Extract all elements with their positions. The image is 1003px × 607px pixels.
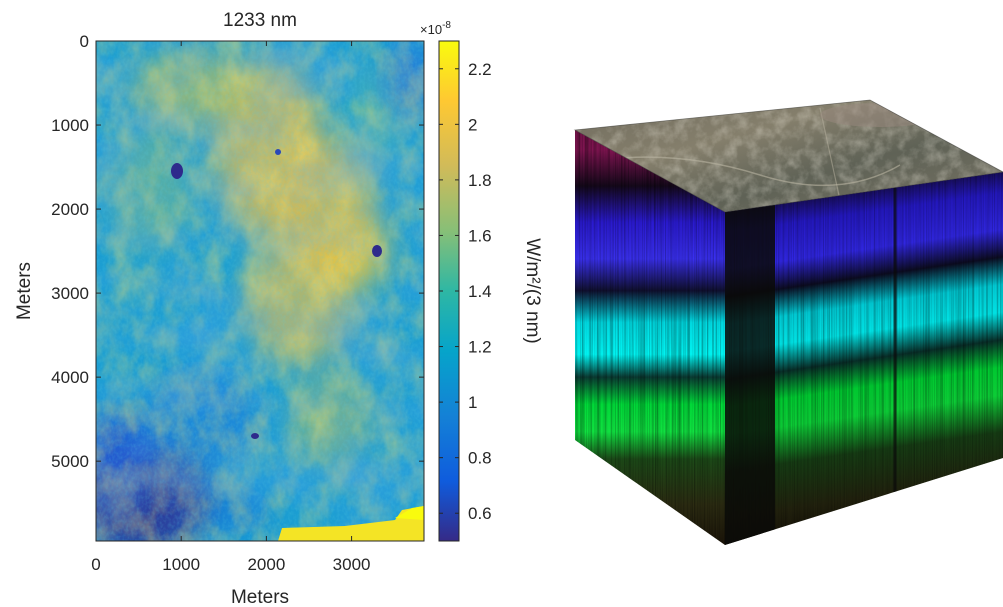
heatmap-dark-spots — [171, 149, 382, 439]
x-axis-label: Meters — [231, 587, 289, 607]
y-axis-label: Meters — [14, 262, 35, 320]
colorbar-label: W/m²/(3 nm) — [522, 238, 543, 344]
colorbar-tick-label: 1.6 — [468, 226, 492, 245]
heatmap-frame — [95, 40, 425, 542]
x-tick-label: 2000 — [247, 555, 285, 574]
y-tick-label: 4000 — [51, 368, 89, 387]
y-tick-label: 3000 — [51, 284, 89, 303]
y-tick-label: 5000 — [51, 452, 89, 471]
x-tick-label: 3000 — [333, 555, 371, 574]
y-axis-ticks: 0 1000 2000 3000 4000 5000 — [51, 32, 424, 471]
colorbar-tick-label: 2 — [468, 115, 477, 134]
colorbar-exponent: ×10-8 — [420, 20, 451, 37]
y-tick-label: 2000 — [51, 200, 89, 219]
heatmap-title: 1233 nm — [223, 10, 297, 31]
colorbar-tick-label: 1 — [468, 393, 477, 412]
colorbar-tick-label: 1.4 — [468, 282, 492, 301]
y-tick-label: 1000 — [51, 116, 89, 135]
heatmap-plot: 0 1000 2000 3000 0 1000 2000 3000 4000 5000 1233… — [14, 10, 425, 607]
colorbar-tick-label: 1.2 — [468, 338, 492, 357]
colorbar-tick-label: 2.2 — [468, 60, 492, 79]
heatmap-bright-patch — [278, 506, 424, 541]
colorbar-tick-label: 0.6 — [468, 504, 492, 523]
x-tick-label: 0 — [91, 555, 100, 574]
colorbar: 0.6 0.8 1 1.2 1.4 1.6 1.8 2 2.2 ×10-8 W/m²/(3 nm… — [420, 20, 543, 542]
x-tick-label: 1000 — [162, 555, 200, 574]
colorbar-ticks: 0.6 0.8 1 1.2 1.4 1.6 1.8 2 2.2 — [439, 60, 492, 523]
colorbar-tick-label: 1.8 — [468, 171, 492, 190]
colorbar-tick-label: 0.8 — [468, 449, 492, 468]
y-tick-label: 0 — [80, 32, 89, 51]
x-axis-ticks: 0 1000 2000 3000 — [91, 41, 370, 574]
cube-dark-stripe — [725, 205, 775, 545]
hyperspectral-cube — [573, 99, 1003, 545]
